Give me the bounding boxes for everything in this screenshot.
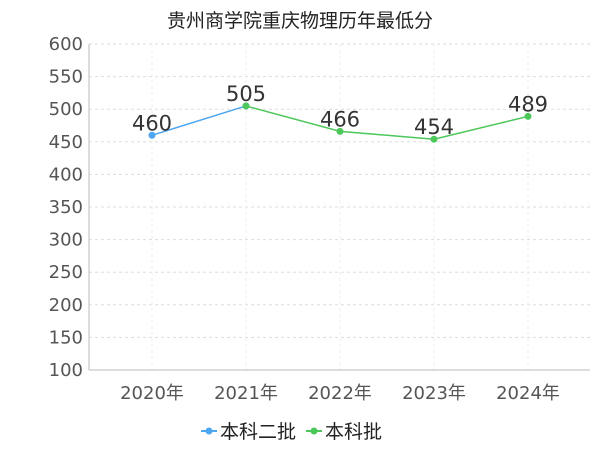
data-point[interactable]	[430, 135, 438, 143]
chart-title: 贵州商学院重庆物理历年最低分	[166, 10, 433, 32]
grid-lines	[89, 43, 590, 370]
legend-item-label[interactable]: 本科批	[325, 421, 382, 443]
y-tick-label: 400	[49, 164, 83, 185]
y-tick-label: 300	[49, 230, 83, 251]
series-line	[151, 105, 247, 136]
x-tick-label: 2022年	[308, 383, 372, 404]
data-point[interactable]	[242, 102, 250, 110]
data-point[interactable]	[524, 112, 532, 120]
y-tick-label: 450	[49, 132, 83, 153]
y-tick-label: 200	[49, 295, 83, 316]
x-axis-ticks: 2020年 2021年 2022年 2023年 2024年	[120, 383, 560, 404]
data-label: 489	[508, 92, 548, 116]
series-line	[245, 105, 529, 140]
series-lines	[148, 102, 532, 143]
y-tick-label: 550	[49, 67, 83, 88]
y-tick-label: 350	[49, 197, 83, 218]
data-point[interactable]	[336, 127, 344, 135]
data-point[interactable]	[148, 131, 156, 139]
legend-swatch-marker	[310, 427, 318, 435]
x-tick-label: 2020年	[120, 383, 184, 404]
legend-item-label[interactable]: 本科二批	[220, 421, 296, 443]
data-label: 460	[132, 111, 172, 135]
axes	[88, 44, 590, 371]
legend[interactable]: 本科二批 本科批	[201, 421, 382, 443]
y-tick-label: 150	[49, 327, 83, 348]
y-tick-label: 600	[49, 34, 83, 55]
x-tick-label: 2021年	[214, 383, 278, 404]
y-tick-label: 100	[49, 360, 83, 381]
x-tick-label: 2023年	[402, 383, 466, 404]
data-label: 505	[226, 82, 266, 106]
data-labels: 460 505 466 454 489	[132, 82, 548, 139]
y-tick-label: 250	[49, 262, 83, 283]
data-label: 454	[414, 115, 454, 139]
data-label: 466	[320, 107, 360, 131]
y-tick-label: 500	[49, 99, 83, 120]
y-axis-ticks: 100 150 200 250 300 350 400 450 500 550 600	[49, 34, 83, 381]
legend-swatch-marker	[205, 427, 213, 435]
x-tick-label: 2024年	[496, 383, 560, 404]
